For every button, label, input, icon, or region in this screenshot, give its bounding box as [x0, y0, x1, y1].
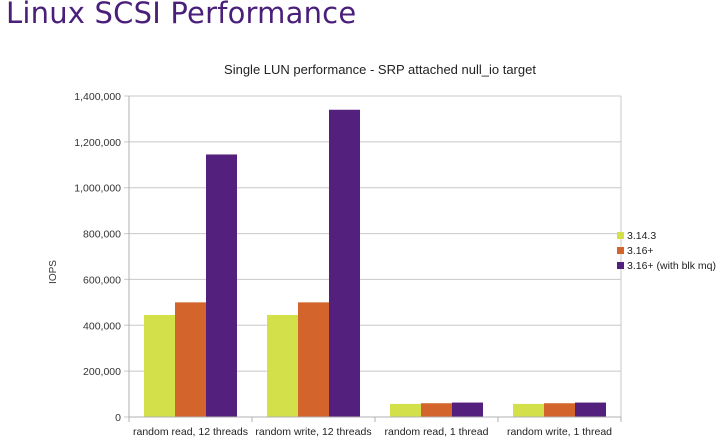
y-tick-label: 1,200,000: [74, 137, 121, 149]
legend-label: 3.16+ (with blk mq): [627, 260, 716, 272]
axis-layer: 0 200,000 400,000 600,000 800,000 1,000,000 1,…: [74, 91, 622, 438]
y-axis-label: IOPS: [48, 260, 59, 284]
bar-3-16-with-blk-mq--0: [206, 154, 237, 418]
bar-3-14-3-0: [144, 314, 175, 417]
legend-label: 3.16+: [627, 245, 654, 257]
x-tick-label: random read, 1 thread: [385, 426, 489, 438]
legend: 3.14.3 3.16+ 3.16+ (with blk mq): [617, 230, 716, 272]
y-tick-label: 200,000: [83, 366, 121, 378]
y-tick-label: 0: [115, 412, 121, 424]
x-tick-label: random write, 12 threads: [255, 426, 371, 438]
bar-3-14-3-2: [390, 403, 421, 417]
bar-3-16--3: [544, 403, 575, 417]
bar-3-14-3-3: [513, 403, 544, 417]
bar-3-16-with-blk-mq--3: [575, 402, 606, 417]
legend-swatch: [617, 262, 624, 269]
bar-3-16--2: [421, 403, 452, 417]
chart-title: Single LUN performance - SRP attached nu…: [224, 62, 536, 77]
bars-layer: [144, 109, 606, 418]
legend-swatch: [617, 247, 624, 254]
bar-3-16-with-blk-mq--2: [452, 402, 483, 417]
x-tick-label: random write, 1 thread: [507, 426, 612, 438]
bar-3-16--0: [175, 302, 206, 417]
y-tick-label: 1,400,000: [74, 91, 121, 103]
bar-3-14-3-1: [267, 314, 298, 417]
y-tick-label: 1,000,000: [74, 183, 121, 195]
bar-3-16-with-blk-mq--1: [329, 109, 360, 417]
slide-title: Linux SCSI Performance: [6, 0, 357, 30]
y-tick-label: 800,000: [83, 229, 121, 241]
y-tick-label: 600,000: [83, 274, 121, 286]
x-tick-label: random read, 12 threads: [133, 426, 248, 438]
bar-3-16--1: [298, 302, 329, 417]
y-tick-label: 400,000: [83, 320, 121, 332]
legend-swatch: [617, 232, 624, 239]
legend-label: 3.14.3: [627, 230, 656, 242]
